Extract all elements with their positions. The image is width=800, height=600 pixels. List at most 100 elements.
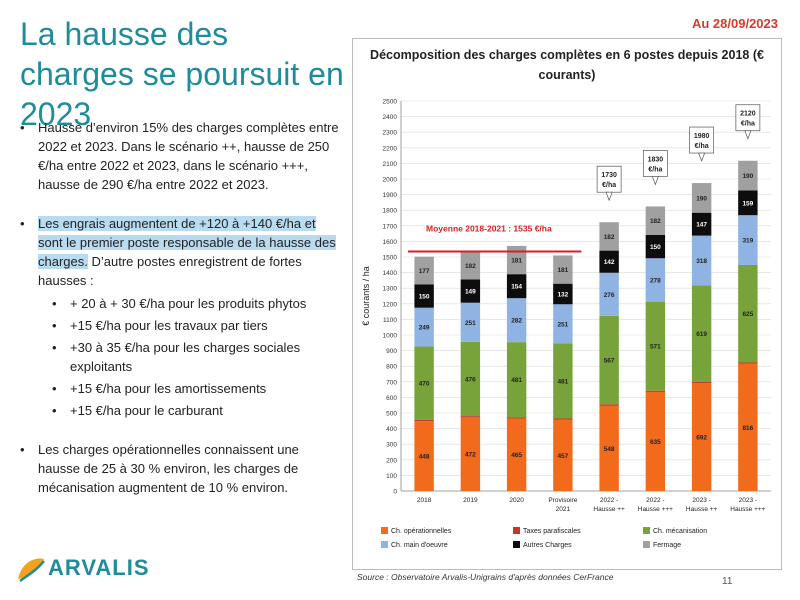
average-line-label: Moyenne 2018-2021 : 1535 €/ha: [426, 224, 552, 234]
y-tick-label: 2400: [383, 114, 398, 121]
bar-segment: [414, 256, 434, 285]
legend-swatch: [381, 527, 388, 534]
x-tick-label: 2018: [417, 497, 432, 504]
stacked-bar-chart: 0 100 200 300 400 500 600 700 800 900 1000 1100 1200…: [361, 99, 771, 549]
callout-value: 1980: [694, 133, 710, 140]
callout-pointer: [698, 152, 706, 163]
x-tick-label: 2020: [509, 497, 524, 504]
data-label: 567: [604, 358, 615, 365]
bar-segment: [506, 298, 527, 343]
data-label: 181: [511, 258, 522, 265]
bar-segment: [645, 390, 666, 392]
bar-segment: [506, 417, 527, 419]
legend-swatch: [643, 541, 650, 548]
sub-bullet-list: + 20 à + 30 €/ha pour les produits phyto…: [38, 294, 343, 420]
y-tick-label: 200: [386, 457, 397, 464]
bullet-list: Hausse d’environ 15% des charges complèt…: [18, 118, 343, 517]
bar-segment: [599, 272, 619, 316]
data-label: 318: [696, 258, 707, 265]
sub-bullet: +30 à 35 €/ha pour les charges sociales …: [38, 338, 343, 376]
x-tick-label: Hausse ++: [593, 506, 625, 513]
data-label: 159: [742, 200, 753, 207]
x-tick-label: Provisoire: [548, 497, 577, 504]
data-label: 625: [742, 311, 753, 318]
callout-unit: €/ha: [648, 166, 662, 173]
bar-segment: [691, 212, 712, 236]
data-label: 149: [465, 289, 476, 296]
x-tick-label: Hausse ++: [686, 506, 718, 513]
data-label: 448: [419, 454, 430, 461]
y-tick-label: 800: [386, 364, 397, 371]
x-tick-label: 2023 -: [692, 497, 710, 504]
legend-swatch: [513, 541, 520, 548]
source-note: Source : Observatoire Arvalis-Unigrains …: [357, 572, 614, 582]
data-label: 465: [511, 452, 522, 459]
sub-bullet: + 20 à + 30 €/ha pour les produits phyto…: [38, 294, 343, 313]
y-tick-label: 2500: [383, 99, 398, 106]
data-label: 548: [604, 446, 615, 453]
y-axis-label: € courants / ha: [361, 266, 371, 326]
bar-segment: [460, 417, 481, 491]
sub-bullet: +15 €/ha pour les travaux par tiers: [38, 316, 343, 335]
y-tick-label: 1300: [383, 286, 398, 293]
data-label: 251: [465, 320, 476, 327]
bar-segment: [738, 160, 758, 191]
bar-segment: [553, 419, 573, 491]
bar-segment: [691, 381, 712, 384]
data-label: 182: [604, 234, 615, 241]
callout-pointer: [744, 130, 752, 140]
y-tick-label: 100: [386, 473, 397, 480]
data-label: 476: [465, 376, 476, 383]
y-tick-label: 700: [386, 379, 397, 386]
data-label: 190: [696, 195, 707, 202]
data-label: 481: [511, 377, 522, 384]
bar-segment: [599, 404, 619, 406]
y-tick-label: 2300: [383, 130, 398, 137]
y-tick-label: 1100: [383, 317, 397, 324]
y-tick-label: 2100: [383, 161, 398, 168]
bar-segment: [553, 255, 573, 284]
y-tick-label: 400: [386, 426, 397, 433]
data-label: 457: [557, 453, 568, 460]
data-label: 249: [419, 325, 430, 332]
y-tick-label: 2000: [383, 177, 398, 184]
bar-segment: [414, 421, 434, 491]
data-label: 181: [557, 267, 568, 274]
chart-title: Décomposition des charges complètes en 6…: [370, 48, 764, 82]
slide-title: La hausse des charges se poursuit en 202…: [20, 16, 344, 132]
callout-box: [596, 165, 622, 193]
callout-value: 1730: [601, 172, 617, 179]
data-label: 251: [557, 321, 568, 328]
legend-swatch: [381, 541, 388, 548]
y-tick-label: 600: [386, 395, 397, 402]
bar-segment: [691, 383, 712, 491]
leaf-icon: [18, 558, 45, 583]
x-tick-label: Hausse +++: [730, 506, 765, 513]
callout-value: 1830: [648, 156, 664, 163]
y-tick-label: 1600: [383, 239, 398, 246]
y-tick-label: 500: [386, 411, 397, 418]
bar-segment: [506, 274, 527, 299]
bar-segment: [691, 235, 712, 286]
data-label: 481: [557, 378, 568, 385]
logo-text: ARVALIS: [48, 555, 150, 580]
bar-segment: [506, 342, 527, 418]
bar-segment: [414, 307, 434, 347]
bullet-1: Hausse d’environ 15% des charges complèt…: [18, 118, 343, 194]
x-tick-label: 2021: [556, 506, 571, 513]
bullet-2: Les engrais augmentent de +120 à +140 €/…: [18, 214, 343, 420]
data-label: 182: [465, 263, 476, 270]
data-label: 472: [465, 452, 476, 459]
y-tick-label: 900: [386, 348, 397, 355]
y-tick-label: 0: [393, 489, 397, 496]
x-tick-label: 2019: [463, 497, 478, 504]
data-label: 150: [650, 244, 661, 251]
bar-segment: [553, 418, 573, 420]
callout-box: [643, 150, 668, 177]
bar-segment: [645, 234, 666, 259]
data-label: 190: [742, 173, 753, 180]
callout-pointer: [605, 191, 613, 202]
bar-segment: [691, 183, 712, 213]
y-tick-label: 1200: [383, 301, 398, 308]
x-tick-label: Hausse +++: [638, 506, 673, 513]
